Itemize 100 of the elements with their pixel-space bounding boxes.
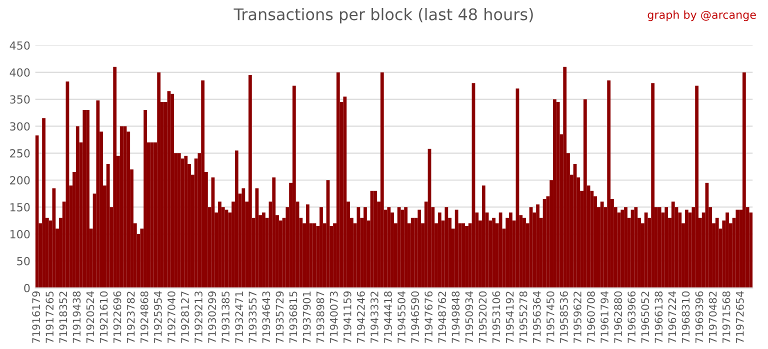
bar	[184, 156, 188, 288]
bar	[664, 207, 668, 288]
bar	[397, 207, 401, 288]
x-tick-label: 71936815	[289, 292, 298, 343]
x-tick-label: 71959622	[574, 292, 582, 343]
x-tick-label: 71932471	[235, 292, 244, 343]
x-tick-label: 71941159	[343, 291, 352, 343]
bar	[454, 210, 458, 288]
x-tick-label: 71931385	[222, 292, 230, 343]
y-tick-label: 450	[10, 41, 30, 50]
bar	[671, 202, 675, 288]
bar	[462, 223, 466, 288]
bar	[444, 207, 448, 288]
bar	[438, 212, 442, 288]
x-tick-label: 71943332	[370, 292, 378, 343]
x-tick-label: 71919438	[72, 291, 81, 343]
bar	[715, 218, 719, 288]
y-tick-label: 300	[10, 122, 30, 131]
x-tick-label: 71962880	[614, 291, 622, 343]
y-tick-label: 200	[10, 176, 30, 184]
x-tick-label: 71945504	[398, 291, 406, 343]
bar	[113, 66, 117, 288]
bar	[86, 110, 90, 288]
x-tick-label: 71952020	[478, 291, 487, 343]
bar	[42, 118, 46, 288]
bar	[144, 110, 147, 288]
bar	[82, 110, 86, 288]
x-tick-label: 71924868	[140, 291, 148, 343]
x-tick-label: 71955278	[519, 291, 528, 343]
x-tick-label: 71956364	[532, 291, 541, 343]
bar	[410, 218, 414, 288]
x-tick-label: 71921610	[100, 291, 108, 343]
bar	[387, 207, 391, 288]
bar	[492, 218, 496, 288]
x-tick-label: 71961794	[600, 291, 608, 343]
x-tick-label: 71922696	[113, 291, 122, 343]
bar	[374, 190, 378, 288]
bar	[336, 72, 340, 288]
y-tick-label: 250	[10, 149, 30, 158]
bar	[509, 212, 512, 288]
bar	[736, 210, 740, 288]
bar	[684, 210, 688, 288]
x-tick-label: 71934643	[262, 292, 270, 343]
text: graph by @arcange	[648, 10, 756, 22]
x-tick-label: 71937901	[302, 292, 311, 343]
bar	[482, 186, 486, 288]
x-tick-label: 71933557	[248, 292, 257, 343]
bar	[262, 212, 266, 288]
bar	[292, 86, 296, 288]
x-tick-label: 71957450	[546, 291, 554, 343]
bar	[170, 94, 174, 288]
x-tick-label: 71925954	[154, 291, 162, 343]
bar	[634, 207, 638, 288]
x-tick-label: 71954192	[506, 292, 514, 343]
y-tick-label: 150	[10, 203, 30, 212]
x-tick-label: 71930299	[208, 291, 216, 343]
bar	[120, 126, 124, 288]
x-tick-label: 71970482	[708, 292, 717, 343]
bar	[272, 177, 276, 288]
bar	[150, 142, 154, 288]
x-tick-label: 71966138	[654, 291, 663, 343]
bar	[742, 72, 746, 288]
x-tick-label: 71946590	[411, 291, 419, 343]
bar	[418, 210, 422, 288]
x-tick-label: 71948762	[438, 292, 446, 343]
x-tick-label: 71935729	[276, 291, 284, 343]
bar	[248, 75, 252, 288]
y-tick-label: 350	[10, 95, 30, 104]
bar	[651, 83, 655, 288]
bar	[52, 188, 56, 288]
bar	[404, 207, 408, 288]
bar	[177, 153, 181, 288]
x-tick-label: 71953106	[492, 291, 500, 343]
x-tick-label: 71918352	[59, 292, 68, 343]
x-tick-label: 71960708	[587, 291, 595, 343]
bar	[536, 204, 540, 288]
bar	[96, 100, 100, 288]
x-tick-label: 71969396	[695, 291, 704, 343]
bar	[553, 99, 556, 288]
bar	[465, 226, 468, 288]
x-tick-label: 71968310	[682, 291, 690, 343]
bar	[556, 102, 560, 288]
x-tick-label: 71963966	[628, 291, 636, 343]
bar	[157, 72, 161, 288]
bar	[498, 212, 502, 288]
x-tick-label: 71938987	[316, 292, 324, 343]
bar	[364, 207, 367, 288]
x-tick-label: 71944418	[384, 291, 392, 343]
x-tick-label: 71949848	[452, 291, 460, 343]
x-tick-label: 71958536	[560, 291, 568, 343]
bar	[658, 207, 662, 288]
x-tick-label: 71940073	[330, 292, 338, 343]
x-tick-label: 71920524	[86, 291, 94, 343]
x-tick-label: 71923782	[126, 292, 135, 343]
x-tick-label: 71972654	[736, 291, 744, 343]
y-tick-label: 0	[24, 284, 30, 292]
x-tick-label: 71929213	[194, 292, 202, 343]
bar	[242, 188, 246, 288]
bar	[600, 202, 604, 288]
x-tick-label: 71967224	[668, 291, 676, 343]
